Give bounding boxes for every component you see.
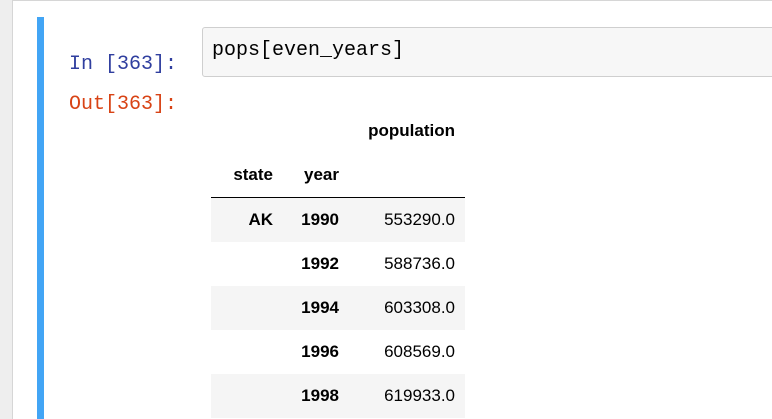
population-value: 588736.0 — [384, 254, 455, 273]
column-header-row: population — [211, 109, 465, 153]
row-year-label: 1990 — [283, 197, 349, 242]
notebook-container: In [363]: pops[even_years] Out[363]: pop… — [12, 0, 772, 419]
row-state-label — [211, 242, 283, 286]
table-row: 1998 619933.0 — [211, 374, 465, 418]
population-value: 603308.0 — [349, 286, 465, 330]
row-year-label: 1996 — [301, 342, 339, 361]
code-cell[interactable]: In [363]: pops[even_years] Out[363]: pop… — [37, 17, 772, 419]
input-prompt: In [363]: — [69, 53, 178, 76]
header-spacer-year — [283, 109, 349, 153]
header-spacer-state — [211, 109, 283, 153]
row-state-label — [211, 286, 283, 330]
population-value: 553290.0 — [349, 197, 465, 242]
population-value: 619933.0 — [349, 374, 465, 418]
column-header-population: population — [368, 121, 455, 140]
output-prompt: Out[363]: — [69, 93, 178, 116]
index-names-row: state year — [211, 153, 465, 198]
dataframe-output: population state year AK 1990 553290.0 1… — [211, 109, 465, 418]
row-state-label — [211, 330, 283, 374]
row-year-label: 1994 — [283, 286, 349, 330]
population-value: 608569.0 — [384, 342, 455, 361]
table-row: AK 1990 553290.0 — [211, 197, 465, 242]
row-year-label: 1992 — [301, 254, 339, 273]
row-state-label — [211, 374, 283, 418]
table-row: 1992 588736.0 — [211, 242, 465, 286]
cell-selection-bar — [37, 17, 44, 419]
table-row: 1996 608569.0 — [211, 330, 465, 374]
table-row: 1994 603308.0 — [211, 286, 465, 330]
index-name-year: year — [283, 153, 349, 198]
index-name-state: state — [211, 153, 283, 198]
index-names-blank — [349, 153, 465, 198]
code-input-area[interactable]: pops[even_years] — [202, 27, 772, 77]
row-year-label: 1998 — [283, 374, 349, 418]
row-state-label: AK — [211, 197, 283, 242]
code-text[interactable]: pops[even_years] — [212, 39, 405, 62]
